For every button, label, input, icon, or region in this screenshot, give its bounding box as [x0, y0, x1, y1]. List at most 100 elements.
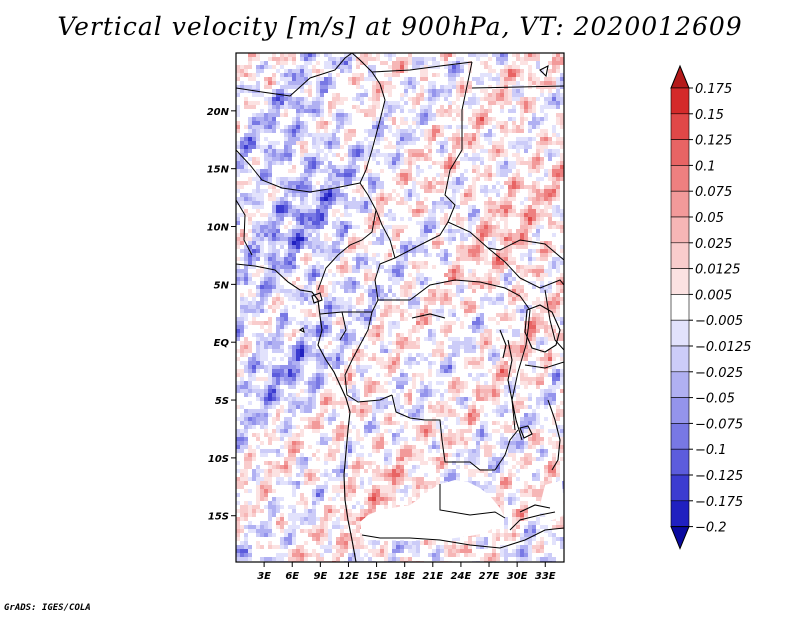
velocity-cell: [368, 221, 372, 225]
velocity-cell: [272, 373, 276, 377]
velocity-cell: [260, 65, 264, 69]
velocity-cell: [236, 173, 240, 177]
velocity-cell: [236, 321, 240, 325]
velocity-cell: [312, 253, 316, 257]
velocity-cell: [408, 153, 412, 157]
velocity-cell: [392, 305, 396, 309]
velocity-cell: [532, 409, 536, 413]
velocity-cell: [352, 57, 356, 61]
velocity-cell: [276, 113, 280, 117]
velocity-cell: [480, 157, 484, 161]
velocity-cell: [388, 305, 392, 309]
velocity-cell: [448, 413, 452, 417]
velocity-cell: [288, 261, 292, 265]
velocity-cell: [412, 177, 416, 181]
velocity-cell: [488, 117, 492, 121]
velocity-cell: [368, 65, 372, 69]
velocity-cell: [420, 117, 424, 121]
velocity-cell: [480, 217, 484, 221]
velocity-cell: [244, 273, 248, 277]
velocity-cell: [276, 149, 280, 153]
velocity-cell: [308, 337, 312, 341]
velocity-cell: [384, 161, 388, 165]
velocity-cell: [320, 421, 324, 425]
velocity-cell: [272, 265, 276, 269]
velocity-cell: [440, 293, 444, 297]
velocity-cell: [456, 377, 460, 381]
velocity-cell: [300, 133, 304, 137]
velocity-cell: [512, 277, 516, 281]
velocity-cell: [332, 321, 336, 325]
velocity-cell: [444, 145, 448, 149]
velocity-cell: [540, 245, 544, 249]
velocity-cell: [416, 245, 420, 249]
velocity-cell: [336, 61, 340, 65]
velocity-cell: [504, 193, 508, 197]
velocity-cell: [296, 97, 300, 101]
velocity-cell: [468, 117, 472, 121]
velocity-cell: [332, 137, 336, 141]
velocity-cell: [496, 297, 500, 301]
velocity-cell: [344, 233, 348, 237]
velocity-cell: [252, 357, 256, 361]
velocity-cell: [504, 69, 508, 73]
velocity-cell: [380, 125, 384, 129]
velocity-cell: [488, 169, 492, 173]
velocity-cell: [304, 125, 308, 129]
velocity-cell: [304, 193, 308, 197]
velocity-cell: [276, 297, 280, 301]
velocity-cell: [520, 417, 524, 421]
velocity-cell: [288, 377, 292, 381]
velocity-cell: [316, 53, 320, 57]
velocity-cell: [496, 321, 500, 325]
velocity-cell: [276, 229, 280, 233]
velocity-cell: [252, 245, 256, 249]
velocity-cell: [284, 309, 288, 313]
velocity-cell: [376, 329, 380, 333]
velocity-cell: [520, 333, 524, 337]
velocity-cell: [548, 249, 552, 253]
velocity-cell: [328, 321, 332, 325]
velocity-cell: [312, 349, 316, 353]
velocity-cell: [484, 285, 488, 289]
velocity-cell: [448, 205, 452, 209]
velocity-cell: [524, 205, 528, 209]
velocity-cell: [384, 397, 388, 401]
velocity-cell: [400, 129, 404, 133]
velocity-cell: [548, 173, 552, 177]
velocity-cell: [420, 317, 424, 321]
velocity-cell: [440, 405, 444, 409]
velocity-cell: [460, 285, 464, 289]
velocity-cell: [488, 273, 492, 277]
velocity-cell: [380, 81, 384, 85]
velocity-cell: [264, 417, 268, 421]
velocity-cell: [424, 197, 428, 201]
velocity-cell: [376, 197, 380, 201]
velocity-cell: [492, 373, 496, 377]
velocity-cell: [552, 101, 556, 105]
velocity-cell: [536, 117, 540, 121]
velocity-cell: [388, 217, 392, 221]
velocity-cell: [444, 333, 448, 337]
velocity-cell: [260, 69, 264, 73]
velocity-cell: [272, 97, 276, 101]
velocity-cell: [300, 173, 304, 177]
velocity-cell: [388, 161, 392, 165]
velocity-cell: [388, 417, 392, 421]
velocity-cell: [280, 213, 284, 217]
velocity-cell: [240, 349, 244, 353]
velocity-cell: [404, 245, 408, 249]
velocity-cell: [312, 209, 316, 213]
velocity-cell: [300, 85, 304, 89]
velocity-cell: [444, 89, 448, 93]
velocity-cell: [504, 213, 508, 217]
velocity-cell: [560, 245, 564, 249]
velocity-cell: [248, 121, 252, 125]
velocity-cell: [292, 401, 296, 405]
velocity-cell: [268, 193, 272, 197]
velocity-cell: [372, 341, 376, 345]
velocity-cell: [460, 269, 464, 273]
velocity-cell: [392, 389, 396, 393]
velocity-cell: [368, 241, 372, 245]
velocity-cell: [544, 405, 548, 409]
